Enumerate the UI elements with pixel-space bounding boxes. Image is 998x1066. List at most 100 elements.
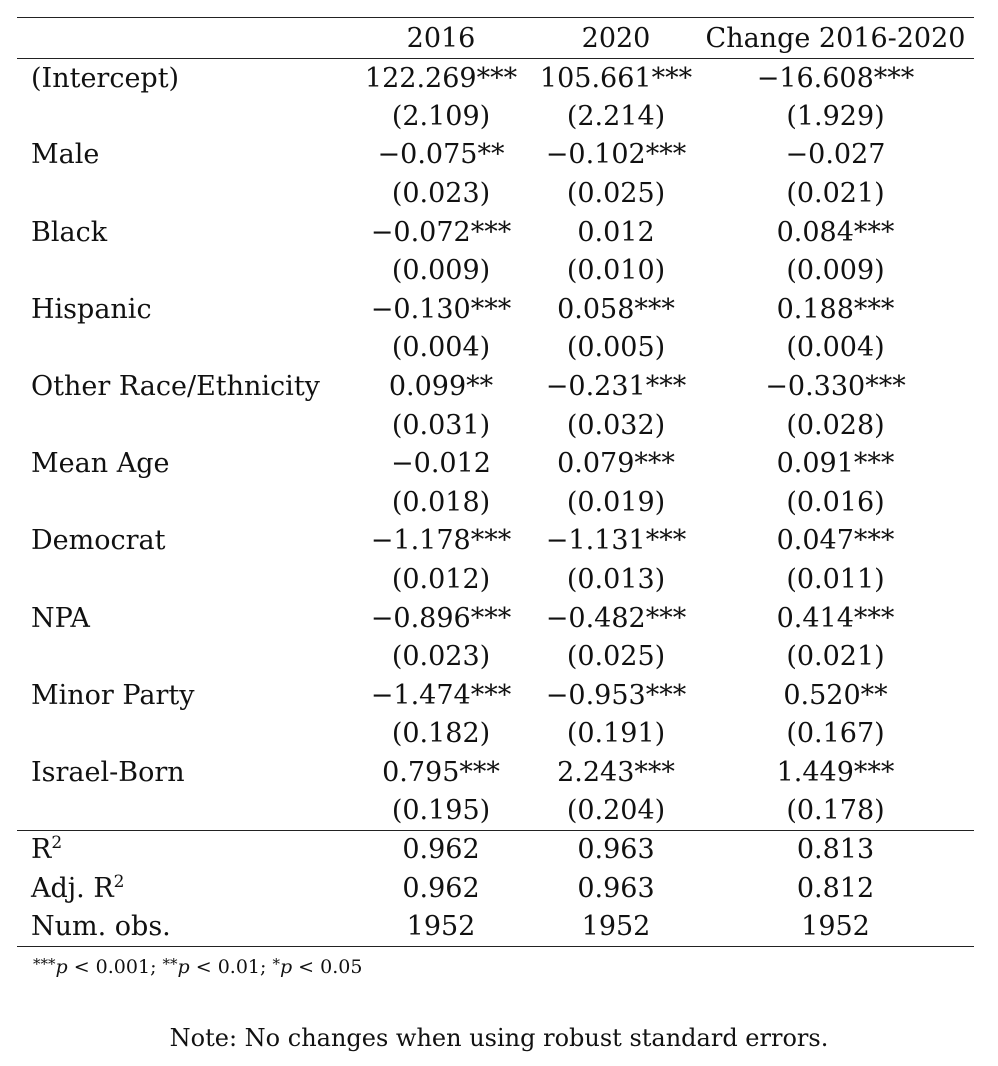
se-cell: (0.005) bbox=[566, 332, 666, 364]
stat-cell: 0.962 bbox=[402, 872, 480, 904]
se-cell: (2.214) bbox=[566, 100, 666, 132]
se-cell: (0.021) bbox=[786, 178, 885, 210]
stat-cell: 0.963 bbox=[577, 834, 655, 866]
se-row-mean-age: (0.018) (0.019) (0.016) bbox=[17, 483, 974, 522]
se-row-spacer bbox=[17, 406, 347, 445]
se-cell: (0.032) bbox=[566, 409, 666, 441]
se-cell: (0.204) bbox=[566, 795, 666, 827]
se-cell: (0.195) bbox=[391, 795, 491, 827]
significance-item: **p < 0.01 bbox=[162, 955, 261, 978]
se-row-spacer bbox=[17, 792, 347, 831]
stat-cell: 0.962 bbox=[402, 834, 480, 866]
se-cell: (0.004) bbox=[391, 332, 491, 364]
se-row-spacer bbox=[17, 329, 347, 368]
coef-cell: 0.091*** bbox=[776, 448, 895, 480]
header-2020: 2020 bbox=[581, 22, 651, 54]
coef-cell: −1.474*** bbox=[370, 679, 512, 711]
se-cell: (0.009) bbox=[391, 255, 491, 287]
coef-row-hispanic: Hispanic −0.130*** 0.058*** 0.188*** bbox=[17, 290, 974, 329]
se-cell: (0.023) bbox=[391, 178, 491, 210]
stat-label-text: Num. obs. bbox=[31, 911, 171, 943]
coef-cell: −0.482*** bbox=[545, 602, 687, 634]
se-cell: (0.023) bbox=[391, 641, 491, 673]
coef-cell: 0.520** bbox=[783, 679, 888, 711]
header-row: 2016 2020 Change 2016-2020 bbox=[17, 18, 974, 59]
se-row-spacer bbox=[17, 251, 347, 290]
row-label-mean-age: Mean Age bbox=[31, 448, 170, 480]
stat-cell: 0.963 bbox=[577, 872, 655, 904]
se-cell: (0.004) bbox=[786, 332, 885, 364]
se-cell: (2.109) bbox=[391, 100, 491, 132]
header-label-column bbox=[17, 18, 347, 59]
se-cell: (0.191) bbox=[566, 718, 666, 750]
coef-cell: −0.896*** bbox=[370, 602, 512, 634]
coef-row-other-race-ethnicity: Other Race/Ethnicity 0.099** −0.231*** −0.3… bbox=[17, 367, 974, 406]
row-label-npa: NPA bbox=[31, 602, 90, 634]
coef-cell: −16.608*** bbox=[756, 62, 915, 94]
model-statistics-rows: R2 0.962 0.963 0.813 Adj. R2 0.962 0.963 0.812 N… bbox=[17, 830, 974, 947]
coef-cell: 0.084*** bbox=[776, 216, 895, 248]
se-cell: (0.012) bbox=[391, 564, 491, 596]
se-row-other-race-ethnicity: (0.031) (0.032) (0.028) bbox=[17, 406, 974, 445]
se-cell: (0.010) bbox=[566, 255, 666, 287]
coef-cell: −0.102*** bbox=[545, 139, 687, 171]
coef-row-black: Black −0.072*** 0.012 0.084*** bbox=[17, 213, 974, 252]
se-row-spacer bbox=[17, 174, 347, 213]
se-row-minor-party: (0.182) (0.191) (0.167) bbox=[17, 715, 974, 754]
coef-cell: 2.243*** bbox=[557, 756, 675, 788]
se-row-male: (0.023) (0.025) (0.021) bbox=[17, 174, 974, 213]
row-label-black: Black bbox=[31, 216, 108, 248]
se-row-npa: (0.023) (0.025) (0.021) bbox=[17, 637, 974, 676]
se-cell: (1.929) bbox=[786, 100, 885, 132]
coef-row-intercept: (Intercept) 122.269*** 105.661*** −16.608**… bbox=[17, 59, 974, 98]
superscript-two: 2 bbox=[113, 871, 125, 892]
header-2016: 2016 bbox=[406, 22, 476, 54]
coefficient-rows: (Intercept) 122.269*** 105.661*** −16.608**… bbox=[17, 59, 974, 831]
header-change: Change 2016-2020 bbox=[705, 22, 966, 54]
stat-row-r2: R2 0.962 0.963 0.813 bbox=[17, 830, 974, 869]
coef-cell: −0.231*** bbox=[545, 371, 687, 403]
table-header: 2016 2020 Change 2016-2020 bbox=[17, 17, 974, 59]
se-row-spacer bbox=[17, 637, 347, 676]
stat-row-num-obs: Num. obs. 1952 1952 1952 bbox=[17, 908, 974, 947]
se-row-israel-born: (0.195) (0.204) (0.178) bbox=[17, 792, 974, 831]
coef-cell: −1.178*** bbox=[370, 525, 512, 557]
significance-item: ***p < 0.001 bbox=[33, 955, 151, 978]
stat-label-adj-r2: Adj. R2 bbox=[17, 869, 347, 908]
coef-cell: −0.075** bbox=[377, 139, 505, 171]
stat-cell: 1952 bbox=[581, 911, 651, 943]
coef-row-minor-party: Minor Party −1.474*** −0.953*** 0.520** bbox=[17, 676, 974, 715]
coef-row-israel-born: Israel-Born 0.795*** 2.243*** 1.449*** bbox=[17, 753, 974, 792]
regression-table: 2016 2020 Change 2016-2020 (Intercept) 12… bbox=[17, 17, 974, 947]
coef-cell: −0.012 bbox=[391, 448, 491, 480]
row-label-israel-born: Israel-Born bbox=[31, 756, 185, 788]
coef-cell: −0.330*** bbox=[765, 371, 906, 403]
coef-cell: 0.047*** bbox=[776, 525, 895, 557]
coef-cell: −0.130*** bbox=[370, 293, 512, 325]
coef-cell: 0.079*** bbox=[557, 448, 675, 480]
coef-cell: 1.449*** bbox=[776, 756, 895, 788]
coef-cell: 0.012 bbox=[577, 216, 655, 248]
se-cell: (0.013) bbox=[566, 564, 666, 596]
stat-label-num-obs: Num. obs. bbox=[17, 908, 347, 947]
superscript-two: 2 bbox=[51, 833, 63, 854]
coef-cell: −0.072*** bbox=[370, 216, 512, 248]
se-cell: (0.018) bbox=[391, 486, 491, 518]
stat-row-adj-r2: Adj. R2 0.962 0.963 0.812 bbox=[17, 869, 974, 908]
se-cell: (0.182) bbox=[391, 718, 491, 750]
row-label-democrat: Democrat bbox=[31, 525, 166, 557]
se-row-spacer bbox=[17, 483, 347, 522]
se-row-democrat: (0.012) (0.013) (0.011) bbox=[17, 560, 974, 599]
stat-label-r2: R2 bbox=[17, 830, 347, 869]
se-row-black: (0.009) (0.010) (0.009) bbox=[17, 251, 974, 290]
se-cell: (0.025) bbox=[566, 178, 666, 210]
coef-cell: −0.027 bbox=[785, 139, 886, 171]
row-label-other-race-ethnicity: Other Race/Ethnicity bbox=[31, 371, 320, 403]
row-label-hispanic: Hispanic bbox=[31, 293, 152, 325]
coef-cell: −0.953*** bbox=[545, 679, 687, 711]
se-cell: (0.011) bbox=[786, 564, 885, 596]
se-cell: (0.031) bbox=[391, 409, 491, 441]
se-cell: (0.009) bbox=[786, 255, 885, 287]
coef-row-npa: NPA −0.896*** −0.482*** 0.414*** bbox=[17, 599, 974, 638]
se-cell: (0.021) bbox=[786, 641, 885, 673]
